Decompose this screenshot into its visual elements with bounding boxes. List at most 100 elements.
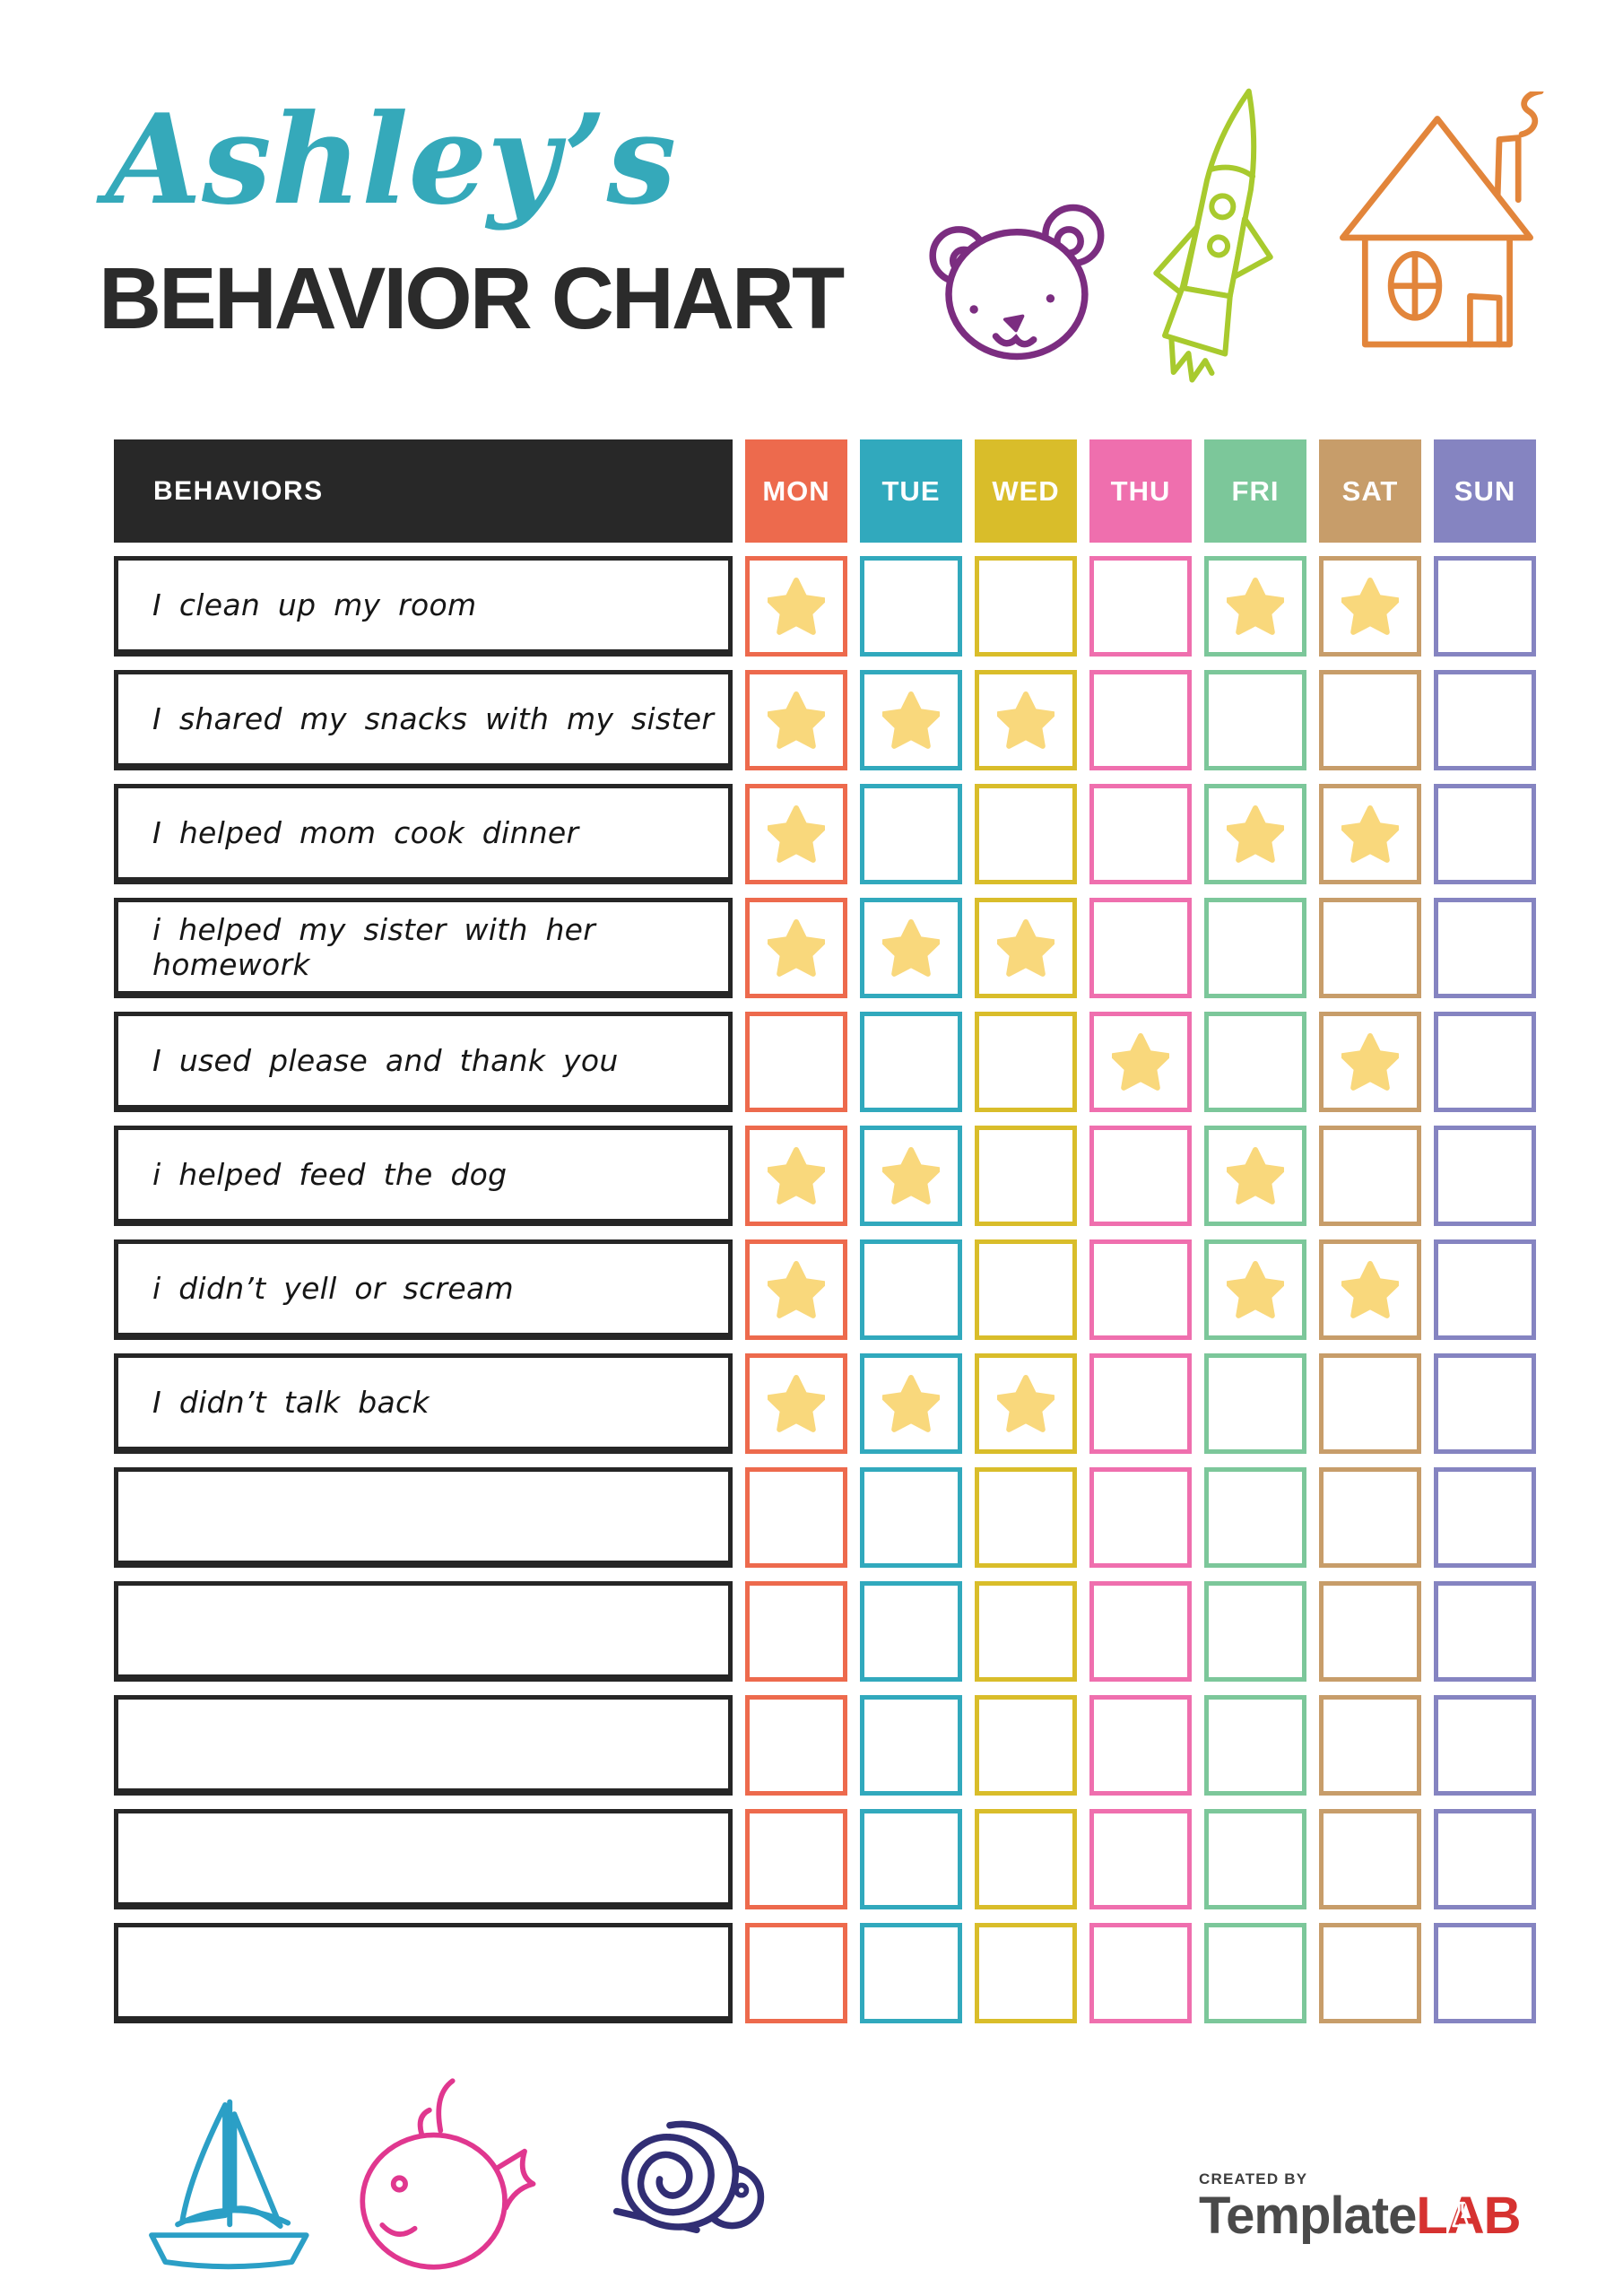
checkbox-fri-row4[interactable] xyxy=(1204,898,1306,998)
star-icon xyxy=(1227,578,1284,635)
checkbox-sat-row5[interactable] xyxy=(1319,1012,1421,1112)
checkbox-wed-row8[interactable] xyxy=(975,1353,1077,1454)
checkbox-fri-row2[interactable] xyxy=(1204,670,1306,770)
checkbox-sat-row8[interactable] xyxy=(1319,1353,1421,1454)
checkbox-sun-row4[interactable] xyxy=(1434,898,1536,998)
checkbox-wed-row1[interactable] xyxy=(975,556,1077,657)
house-icon xyxy=(1329,91,1544,361)
star-icon xyxy=(1227,1147,1284,1205)
checkbox-mon-row7[interactable] xyxy=(745,1239,847,1340)
checkbox-tue-row2[interactable] xyxy=(860,670,962,770)
checkbox-sun-row10[interactable] xyxy=(1434,1581,1536,1682)
checkbox-sun-row1[interactable] xyxy=(1434,556,1536,657)
checkbox-thu-row12[interactable] xyxy=(1089,1809,1192,1909)
checkbox-sat-row12[interactable] xyxy=(1319,1809,1421,1909)
star-icon xyxy=(768,691,825,749)
checkbox-wed-row5[interactable] xyxy=(975,1012,1077,1112)
checkbox-thu-row7[interactable] xyxy=(1089,1239,1192,1340)
checkbox-wed-row10[interactable] xyxy=(975,1581,1077,1682)
behavior-label-3: I helped mom cook dinner xyxy=(114,784,733,884)
checkbox-sun-row11[interactable] xyxy=(1434,1695,1536,1796)
checkbox-fri-row12[interactable] xyxy=(1204,1809,1306,1909)
checkbox-thu-row8[interactable] xyxy=(1089,1353,1192,1454)
checkbox-sat-row6[interactable] xyxy=(1319,1126,1421,1226)
checkbox-tue-row4[interactable] xyxy=(860,898,962,998)
star-icon xyxy=(1341,1261,1399,1318)
checkbox-sat-row7[interactable] xyxy=(1319,1239,1421,1340)
checkbox-thu-row3[interactable] xyxy=(1089,784,1192,884)
checkbox-fri-row10[interactable] xyxy=(1204,1581,1306,1682)
checkbox-thu-row9[interactable] xyxy=(1089,1467,1192,1568)
checkbox-mon-row8[interactable] xyxy=(745,1353,847,1454)
checkbox-wed-row3[interactable] xyxy=(975,784,1077,884)
checkbox-mon-row1[interactable] xyxy=(745,556,847,657)
checkbox-wed-row6[interactable] xyxy=(975,1126,1077,1226)
checkbox-mon-row9[interactable] xyxy=(745,1467,847,1568)
checkbox-tue-row10[interactable] xyxy=(860,1581,962,1682)
checkbox-fri-row7[interactable] xyxy=(1204,1239,1306,1340)
checkbox-thu-row1[interactable] xyxy=(1089,556,1192,657)
checkbox-sat-row13[interactable] xyxy=(1319,1923,1421,2023)
checkbox-mon-row4[interactable] xyxy=(745,898,847,998)
checkbox-sat-row3[interactable] xyxy=(1319,784,1421,884)
checkbox-sat-row1[interactable] xyxy=(1319,556,1421,657)
checkbox-mon-row10[interactable] xyxy=(745,1581,847,1682)
checkbox-sun-row8[interactable] xyxy=(1434,1353,1536,1454)
checkbox-sun-row5[interactable] xyxy=(1434,1012,1536,1112)
checkbox-mon-row11[interactable] xyxy=(745,1695,847,1796)
checkbox-tue-row1[interactable] xyxy=(860,556,962,657)
checkbox-wed-row12[interactable] xyxy=(975,1809,1077,1909)
checkbox-sun-row13[interactable] xyxy=(1434,1923,1536,2023)
checkbox-tue-row3[interactable] xyxy=(860,784,962,884)
checkbox-fri-row5[interactable] xyxy=(1204,1012,1306,1112)
checkbox-fri-row8[interactable] xyxy=(1204,1353,1306,1454)
checkbox-fri-row6[interactable] xyxy=(1204,1126,1306,1226)
checkbox-mon-row6[interactable] xyxy=(745,1126,847,1226)
checkbox-tue-row13[interactable] xyxy=(860,1923,962,2023)
checkbox-tue-row8[interactable] xyxy=(860,1353,962,1454)
checkbox-sun-row6[interactable] xyxy=(1434,1126,1536,1226)
checkbox-mon-row12[interactable] xyxy=(745,1809,847,1909)
checkbox-sun-row12[interactable] xyxy=(1434,1809,1536,1909)
checkbox-sun-row7[interactable] xyxy=(1434,1239,1536,1340)
checkbox-fri-row1[interactable] xyxy=(1204,556,1306,657)
checkbox-wed-row7[interactable] xyxy=(975,1239,1077,1340)
checkbox-thu-row5[interactable] xyxy=(1089,1012,1192,1112)
checkbox-tue-row5[interactable] xyxy=(860,1012,962,1112)
checkbox-wed-row11[interactable] xyxy=(975,1695,1077,1796)
checkbox-tue-row11[interactable] xyxy=(860,1695,962,1796)
checkbox-tue-row12[interactable] xyxy=(860,1809,962,1909)
checkbox-mon-row5[interactable] xyxy=(745,1012,847,1112)
checkbox-fri-row9[interactable] xyxy=(1204,1467,1306,1568)
checkbox-sat-row4[interactable] xyxy=(1319,898,1421,998)
checkbox-wed-row9[interactable] xyxy=(975,1467,1077,1568)
behavior-label-12 xyxy=(114,1809,733,1909)
checkbox-sat-row2[interactable] xyxy=(1319,670,1421,770)
checkbox-mon-row3[interactable] xyxy=(745,784,847,884)
checkbox-tue-row6[interactable] xyxy=(860,1126,962,1226)
checkbox-thu-row4[interactable] xyxy=(1089,898,1192,998)
checkbox-sat-row10[interactable] xyxy=(1319,1581,1421,1682)
checkbox-wed-row13[interactable] xyxy=(975,1923,1077,2023)
checkbox-tue-row7[interactable] xyxy=(860,1239,962,1340)
checkbox-fri-row11[interactable] xyxy=(1204,1695,1306,1796)
checkbox-sat-row9[interactable] xyxy=(1319,1467,1421,1568)
sailboat-icon xyxy=(136,2074,320,2273)
checkbox-mon-row13[interactable] xyxy=(745,1923,847,2023)
checkbox-sun-row2[interactable] xyxy=(1434,670,1536,770)
star-icon xyxy=(882,691,940,749)
checkbox-sun-row9[interactable] xyxy=(1434,1467,1536,1568)
checkbox-fri-row13[interactable] xyxy=(1204,1923,1306,2023)
checkbox-thu-row6[interactable] xyxy=(1089,1126,1192,1226)
checkbox-sun-row3[interactable] xyxy=(1434,784,1536,884)
checkbox-thu-row13[interactable] xyxy=(1089,1923,1192,2023)
checkbox-fri-row3[interactable] xyxy=(1204,784,1306,884)
checkbox-thu-row10[interactable] xyxy=(1089,1581,1192,1682)
checkbox-wed-row2[interactable] xyxy=(975,670,1077,770)
checkbox-mon-row2[interactable] xyxy=(745,670,847,770)
checkbox-thu-row11[interactable] xyxy=(1089,1695,1192,1796)
checkbox-wed-row4[interactable] xyxy=(975,898,1077,998)
checkbox-tue-row9[interactable] xyxy=(860,1467,962,1568)
checkbox-thu-row2[interactable] xyxy=(1089,670,1192,770)
checkbox-sat-row11[interactable] xyxy=(1319,1695,1421,1796)
